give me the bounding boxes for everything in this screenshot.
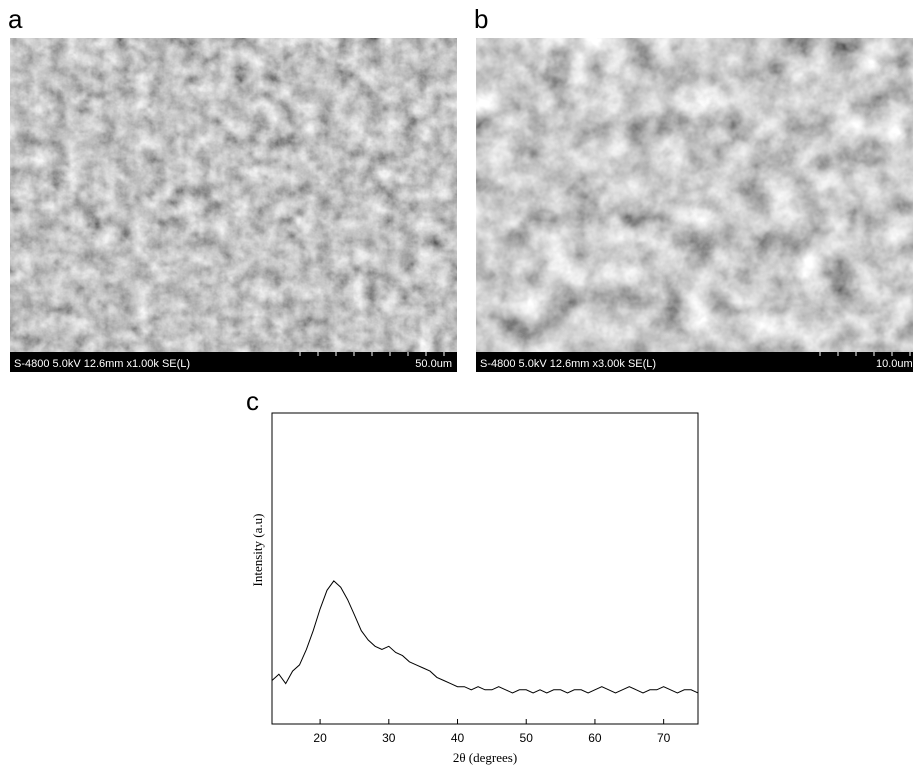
info-text: S-4800 5.0kV 12.6mm x3.00k SE(L)	[480, 358, 656, 370]
sem-image	[10, 38, 457, 352]
x-tick-label: 20	[313, 731, 327, 745]
panel-label: a	[8, 4, 23, 34]
scale-ticks	[819, 352, 911, 356]
sem-image	[476, 38, 913, 352]
info-bar	[10, 352, 457, 372]
panel-label: c	[246, 386, 259, 416]
scale-text: 50.0um	[415, 358, 452, 370]
x-tick-label: 40	[451, 731, 465, 745]
panel-label: b	[474, 4, 488, 34]
scale-text: 10.0um	[876, 358, 913, 370]
x-tick-label: 50	[520, 731, 534, 745]
info-bar	[476, 352, 913, 372]
plot-frame	[271, 412, 699, 725]
x-tick-label: 70	[657, 731, 671, 745]
x-tick-label: 30	[382, 731, 396, 745]
x-axis-label: 2θ (degrees)	[453, 750, 517, 765]
y-axis-label: Intensity (a.u)	[250, 514, 265, 587]
xrd-line	[271, 580, 699, 694]
x-tick-label: 60	[588, 731, 602, 745]
scale-ticks	[299, 352, 445, 356]
info-text: S-4800 5.0kV 12.6mm x1.00k SE(L)	[14, 358, 190, 370]
